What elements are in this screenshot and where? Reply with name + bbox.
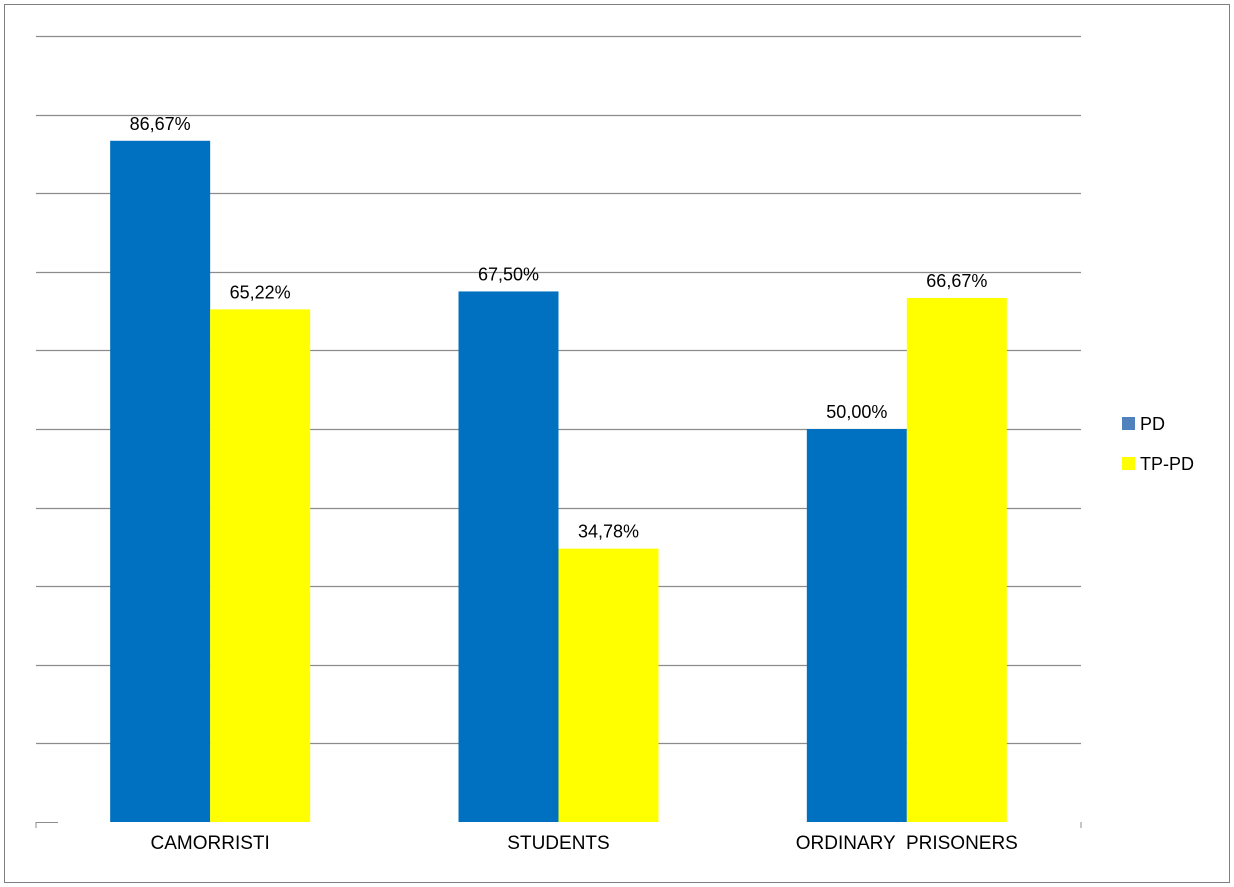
category-axis: CAMORRISTI STUDENTS ORDINARY PRISONERS [35,822,1082,854]
category-label: STUDENTS [507,833,609,854]
data-label: 34,78% [578,522,639,542]
data-labels: 86,67% 65,22% 67,50% 34,78% 50,00% 66,67% [130,114,988,542]
legend-label: PD [1140,414,1165,434]
data-label: 86,67% [130,114,191,134]
category-label: ORDINARY PRISONERS [796,833,1018,854]
bar [210,309,311,822]
data-label: 67,50% [478,264,539,284]
legend-marker [1122,457,1135,470]
data-label: 50,00% [826,402,887,422]
bar [558,548,659,822]
data-label: 66,67% [926,271,987,291]
legend: PD TP-PD [1122,414,1194,474]
bar [110,140,211,822]
bar [806,429,907,822]
legend-marker [1122,417,1135,430]
data-label: 65,22% [230,282,291,302]
category-label: CAMORRISTI [151,833,270,854]
legend-label: TP-PD [1140,454,1194,474]
bars [110,140,1007,823]
bar [906,297,1007,823]
bar [458,291,559,822]
